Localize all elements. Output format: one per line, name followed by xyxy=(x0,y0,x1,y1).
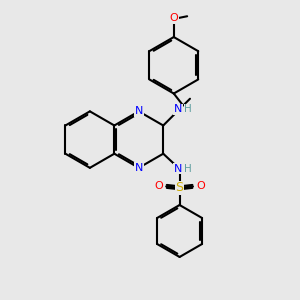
Text: S: S xyxy=(176,182,184,194)
Text: N: N xyxy=(174,104,182,114)
Text: N: N xyxy=(174,164,182,174)
Text: O: O xyxy=(196,182,205,191)
Text: H: H xyxy=(184,164,192,174)
Text: O: O xyxy=(169,13,178,23)
Text: H: H xyxy=(184,104,192,114)
Text: O: O xyxy=(154,182,163,191)
Text: N: N xyxy=(135,163,143,173)
Text: N: N xyxy=(135,106,143,116)
